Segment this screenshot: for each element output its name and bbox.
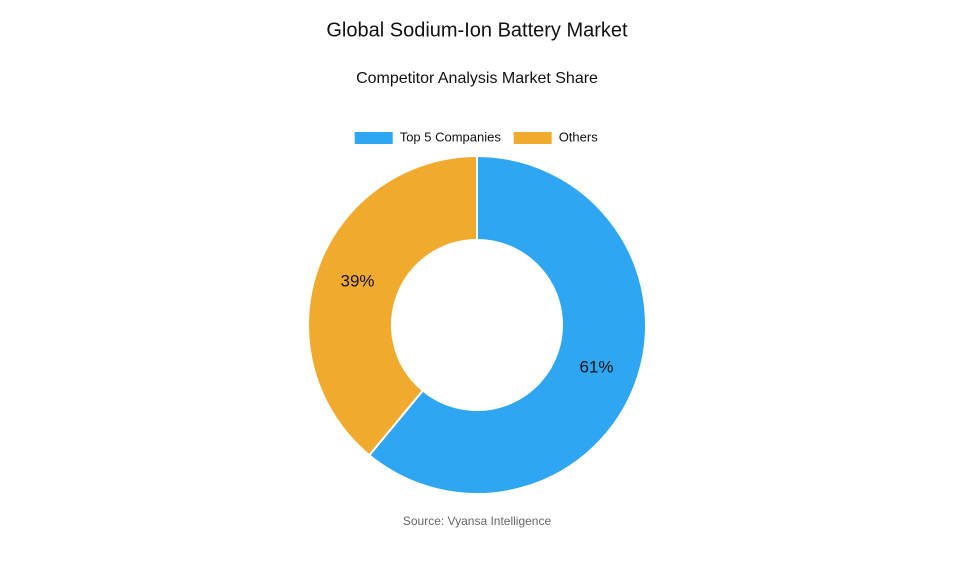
pie-slice	[306, 154, 478, 457]
pie-slice	[367, 154, 647, 495]
legend-swatch	[513, 132, 552, 144]
chart-title: Global Sodium-Ion Battery Market	[326, 19, 628, 41]
source: Source: Vyansa Intelligence	[403, 514, 552, 528]
data-label: 61%	[579, 358, 613, 377]
legend-label: Top 5 Companies	[400, 129, 502, 144]
data-label: 39%	[340, 271, 374, 290]
legend-label: Others	[559, 129, 599, 144]
legend-swatch	[354, 132, 393, 144]
chart-subtitle: Competitor Analysis Market Share	[356, 70, 598, 87]
